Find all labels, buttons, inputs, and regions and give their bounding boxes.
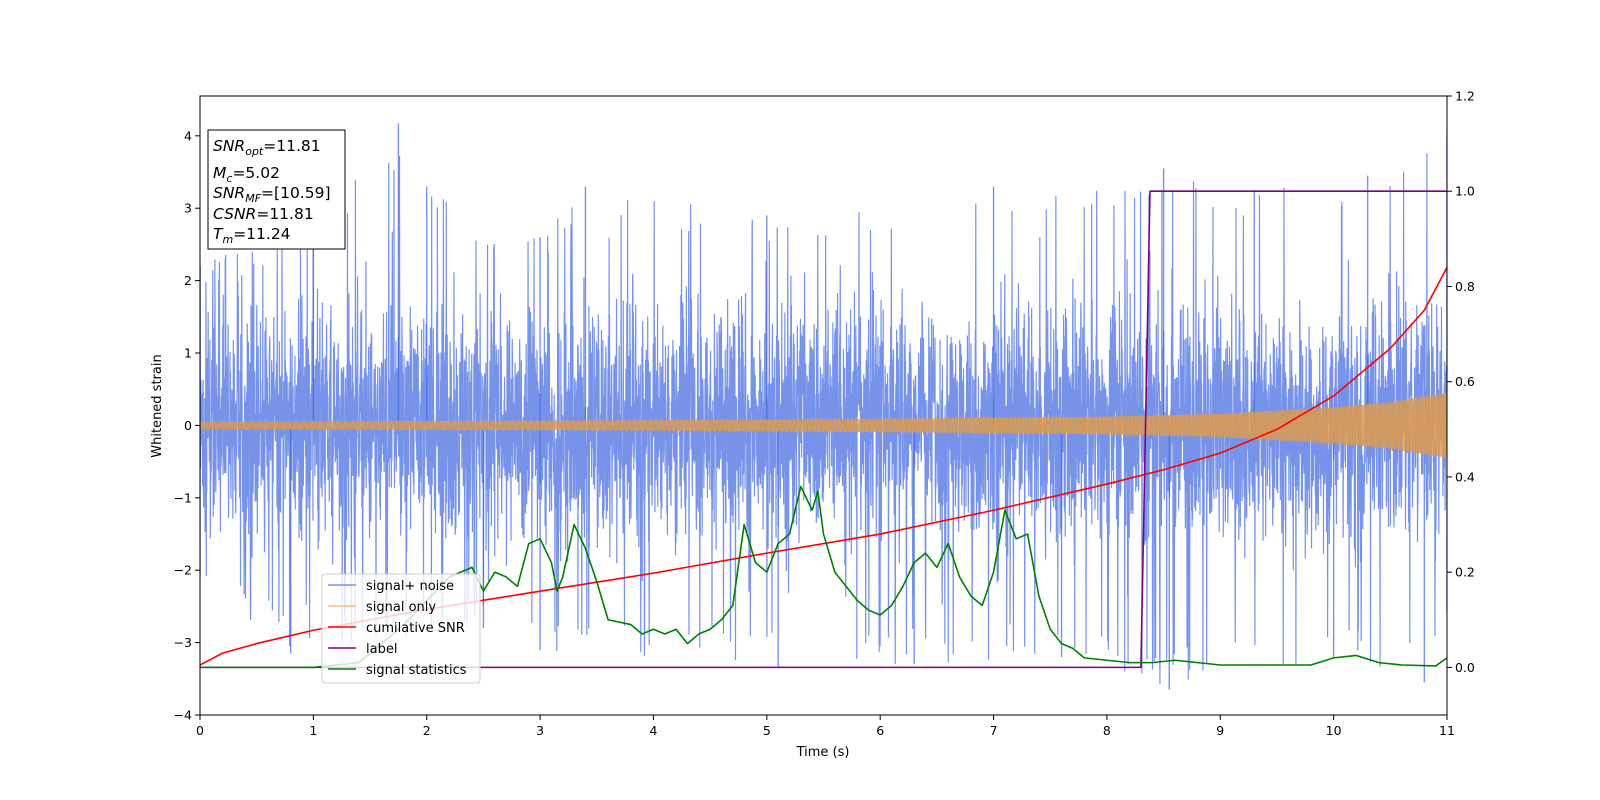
- x-tick-label: 5: [763, 723, 771, 738]
- x-tick-label: 4: [649, 723, 657, 738]
- line-series-layer: [200, 190, 1447, 669]
- legend-label-signal-statistics: signal statistics: [366, 663, 467, 678]
- info-snr-mf: SNRMF=[10.59]: [213, 184, 331, 205]
- x-tick-label: 2: [423, 723, 431, 738]
- y2-tick-label: 0.6: [1455, 374, 1475, 389]
- info-snr-opt: SNRopt=11.81: [213, 137, 321, 158]
- x-tick-label: 8: [1103, 723, 1111, 738]
- signal-noise-series: [200, 123, 1447, 690]
- y-tick-label: −1: [174, 490, 192, 505]
- legend-label-signal-noise: signal+ noise: [366, 579, 454, 594]
- y2-tick-label: 0.4: [1455, 469, 1475, 484]
- x-tick-label: 9: [1216, 723, 1224, 738]
- x-tick-label: 10: [1326, 723, 1342, 738]
- x-tick-label: 0: [196, 723, 204, 738]
- legend: signal+ noise signal only cumilative SNR…: [321, 573, 481, 684]
- x-tick-label: 6: [876, 723, 884, 738]
- y2-axis-ticks: 0.0 0.2 0.4 0.6 0.8 1.0 1.2: [1447, 89, 1475, 675]
- y-tick-label: 4: [184, 128, 192, 143]
- y-axis-label: Whitened strain: [150, 354, 165, 457]
- info-box-frame: [207, 129, 346, 250]
- plot-frame: [199, 95, 1448, 716]
- y-tick-label: −2: [174, 563, 192, 578]
- y-tick-label: 0: [184, 418, 192, 433]
- y2-tick-label: 0.2: [1455, 565, 1475, 580]
- signal-only-series: [200, 392, 1447, 458]
- cumulative-snr-line: [200, 267, 1447, 666]
- y-tick-label: 1: [184, 346, 192, 361]
- legend-label-label: label: [366, 642, 397, 657]
- y2-tick-label: 1.0: [1455, 184, 1475, 199]
- x-axis-label: Time (s): [796, 745, 850, 760]
- x-axis-ticks: 0 1 2 3 4 5 6 7 8 9 10 11: [196, 715, 1455, 738]
- y-axis-ticks: −4 −3 −2 −1 0 1 2 3 4: [174, 128, 200, 723]
- y2-tick-label: 0.8: [1455, 279, 1475, 294]
- x-tick-label: 3: [536, 723, 544, 738]
- y-tick-label: 3: [184, 201, 192, 216]
- info-csnr: CSNR=11.81: [213, 205, 314, 223]
- y-tick-label: 2: [184, 273, 192, 288]
- signal-statistics-line: [200, 485, 1447, 669]
- x-tick-label: 7: [990, 723, 998, 738]
- label-line: [200, 190, 1447, 669]
- y2-tick-label: 0.0: [1455, 660, 1475, 675]
- legend-frame: [321, 573, 481, 684]
- signal-only-band: [200, 392, 1447, 458]
- legend-label-cumulative-snr: cumilative SNR: [366, 621, 465, 636]
- info-tm: Tm=11.24: [213, 225, 291, 246]
- signal-noise-line: [200, 153, 1447, 685]
- info-mc: Mc=5.02: [213, 164, 280, 185]
- x-tick-label: 11: [1439, 723, 1455, 738]
- y-tick-label: −4: [174, 708, 192, 723]
- info-box: SNRopt=11.81 Mc=5.02 SNRMF=[10.59] CSNR=…: [207, 129, 346, 250]
- y-tick-label: −3: [174, 635, 192, 650]
- y2-tick-label: 1.2: [1455, 89, 1475, 104]
- x-tick-label: 1: [309, 723, 317, 738]
- legend-label-signal-only: signal only: [366, 600, 436, 615]
